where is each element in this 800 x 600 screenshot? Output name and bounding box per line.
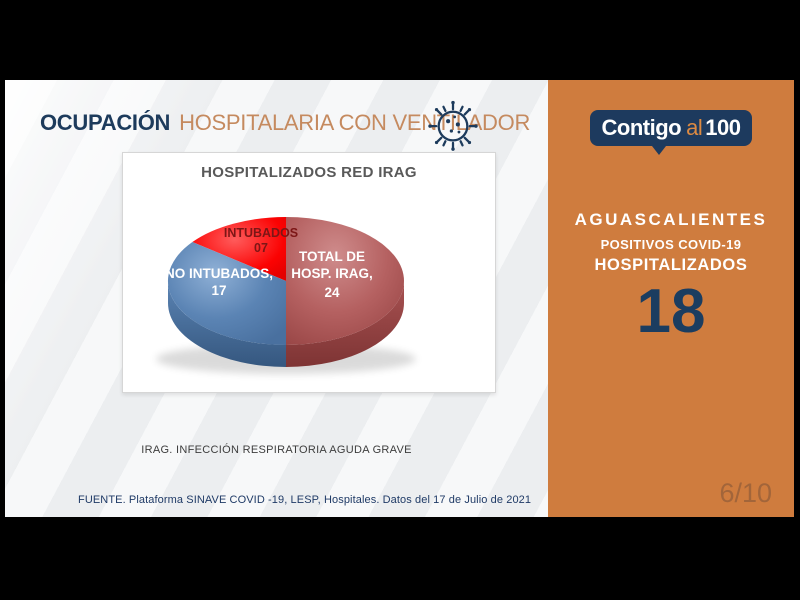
label-intubados-value: 07	[254, 241, 268, 255]
slide-content: OCUPACIÓN HOSPITALARIA CON VENTILADOR	[5, 80, 794, 517]
pie-slice-intubados	[192, 217, 286, 281]
label-total-1: TOTAL DE	[299, 249, 365, 264]
hospitalized-count: 18	[636, 277, 706, 346]
irag-definition: IRAG. INFECCIÓN RESPIRATORIA AGUDA GRAVE	[141, 444, 412, 456]
sidebar-panel: Contigo al 100 AGUASCALIENTES POSITIVOS CO…	[548, 80, 794, 517]
pie-wall-blue	[168, 281, 286, 367]
pie-slice-total	[286, 217, 404, 345]
label-total-value: 24	[324, 285, 340, 300]
page-title-rest: HOSPITALARIA CON VENTILADOR	[179, 110, 531, 135]
pie-chart: INTUBADOS 07 TOTAL DE HOSP. IRAG, 24 NO …	[156, 217, 416, 374]
label-no-intubados-value: 17	[211, 283, 226, 298]
logo-part-1: Contigo	[601, 115, 682, 140]
pie-wall-maroon	[286, 281, 404, 367]
virus-icon	[428, 100, 478, 151]
stat-label-hospitalizados: HOSPITALIZADOS	[594, 256, 748, 274]
page-title: OCUPACIÓN HOSPITALARIA CON VENTILADOR	[40, 110, 530, 136]
state-name: AGUASCALIENTES	[574, 210, 768, 229]
label-no-intubados: NO INTUBADOS,	[165, 266, 273, 281]
page-indicator: 6/10	[719, 478, 772, 508]
chart-card: HOSPITALIZADOS RED IRAG	[122, 152, 496, 393]
source-note: FUENTE. Plataforma SINAVE COVID -19, LES…	[78, 494, 532, 506]
main-panel: OCUPACIÓN HOSPITALARIA CON VENTILADOR	[5, 80, 548, 517]
logo-part-2: al	[686, 115, 703, 140]
contigo-al-100-logo: Contigo al 100	[590, 110, 752, 146]
label-total-2: HOSP. IRAG,	[291, 266, 373, 281]
logo-bubble-tail	[652, 146, 666, 155]
label-intubados: INTUBADOS	[224, 226, 298, 240]
pie-slice-no-intubados	[167, 242, 286, 345]
stat-label-positivos: POSITIVOS COVID-19	[600, 237, 742, 252]
page-title-bold: OCUPACIÓN	[40, 110, 171, 135]
chart-title: HOSPITALIZADOS RED IRAG	[201, 164, 417, 181]
state-stats-block: AGUASCALIENTES POSITIVOS COVID-19 HOSPIT…	[548, 210, 794, 275]
logo-part-3: 100	[705, 115, 741, 140]
